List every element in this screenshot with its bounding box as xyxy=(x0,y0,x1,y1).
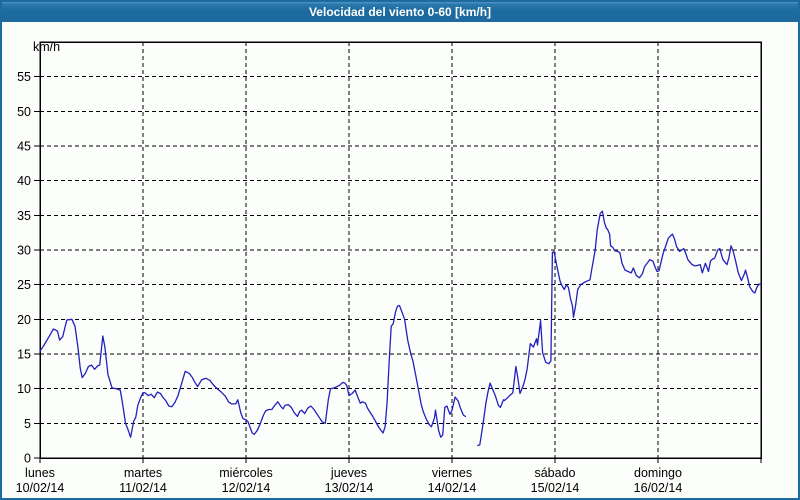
x-date-label: 14/02/14 xyxy=(428,481,477,495)
y-tick-label: 30 xyxy=(17,244,31,258)
x-day-label: miércoles xyxy=(219,466,273,480)
y-tick-label: 10 xyxy=(17,382,31,396)
x-date-label: 13/02/14 xyxy=(325,481,374,495)
y-tick-label: 40 xyxy=(17,174,31,188)
y-tick-label: 0 xyxy=(24,452,31,466)
y-tick-label: 45 xyxy=(17,140,31,154)
x-date-label: 16/02/14 xyxy=(634,481,683,495)
y-tick-label: 15 xyxy=(17,348,31,362)
chart-title: Velocidad del viento 0-60 [km/h] xyxy=(308,5,492,19)
x-day-label: viernes xyxy=(432,466,472,480)
plot-border xyxy=(39,41,762,459)
x-day-label: martes xyxy=(124,466,162,480)
y-tick-label: 25 xyxy=(17,278,31,292)
y-tick-label: 35 xyxy=(17,209,31,223)
x-day-label: sábado xyxy=(534,466,575,480)
wind-speed-line xyxy=(39,304,467,438)
x-day-label: domingo xyxy=(634,466,682,480)
y-tick-label: 5 xyxy=(24,417,31,431)
x-day-label: jueves xyxy=(330,466,367,480)
y-tick-label: 50 xyxy=(17,105,31,119)
wind-speed-line xyxy=(477,210,762,447)
chart-area: 0 5 10 15 20 25 30 35 40 45 50 55 lunes 10/02/14 marte… xyxy=(2,22,798,498)
x-date-label: 15/02/14 xyxy=(531,481,580,495)
window-title-bar: Velocidad del viento 0-60 [km/h] xyxy=(2,2,798,22)
x-date-label: 10/02/14 xyxy=(16,481,65,495)
x-date-label: 11/02/14 xyxy=(119,481,167,495)
y-tick-label: 55 xyxy=(17,70,31,84)
y-axis-unit-label: km/h xyxy=(33,40,60,54)
x-date-label: 12/02/14 xyxy=(222,481,271,495)
y-tick-label: 20 xyxy=(17,313,31,327)
x-day-label: lunes xyxy=(25,466,55,480)
